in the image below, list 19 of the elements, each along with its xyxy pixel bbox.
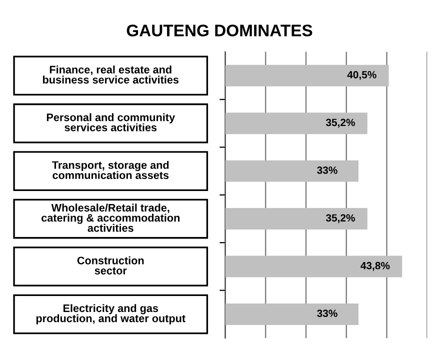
data-label: 35,2% xyxy=(326,214,355,224)
y-tick-label: Personal and community services activities xyxy=(46,113,175,132)
data-label: 33% xyxy=(317,166,338,174)
chart-title: GAUTENG DOMINATES xyxy=(126,24,312,36)
bar xyxy=(225,160,358,182)
bar xyxy=(225,208,368,230)
bar xyxy=(225,112,368,134)
data-label: 35,2% xyxy=(326,118,355,128)
bar xyxy=(225,256,402,278)
y-tick-label: Finance, real estate and business service activities xyxy=(43,66,179,84)
data-label: 33% xyxy=(317,310,338,318)
y-tick-label: Construction sector xyxy=(77,256,144,274)
bar xyxy=(225,64,389,86)
y-tick-label: Transport, storage and communication assets xyxy=(52,160,169,180)
data-label: 43,8% xyxy=(360,262,390,271)
y-tick-label: Electricity and gas production, and water output xyxy=(36,304,186,324)
data-label: 40,5% xyxy=(347,71,376,80)
bar xyxy=(225,304,358,325)
y-tick-label: Wholesale/Retail trade, catering & accommodation activities xyxy=(42,204,180,232)
